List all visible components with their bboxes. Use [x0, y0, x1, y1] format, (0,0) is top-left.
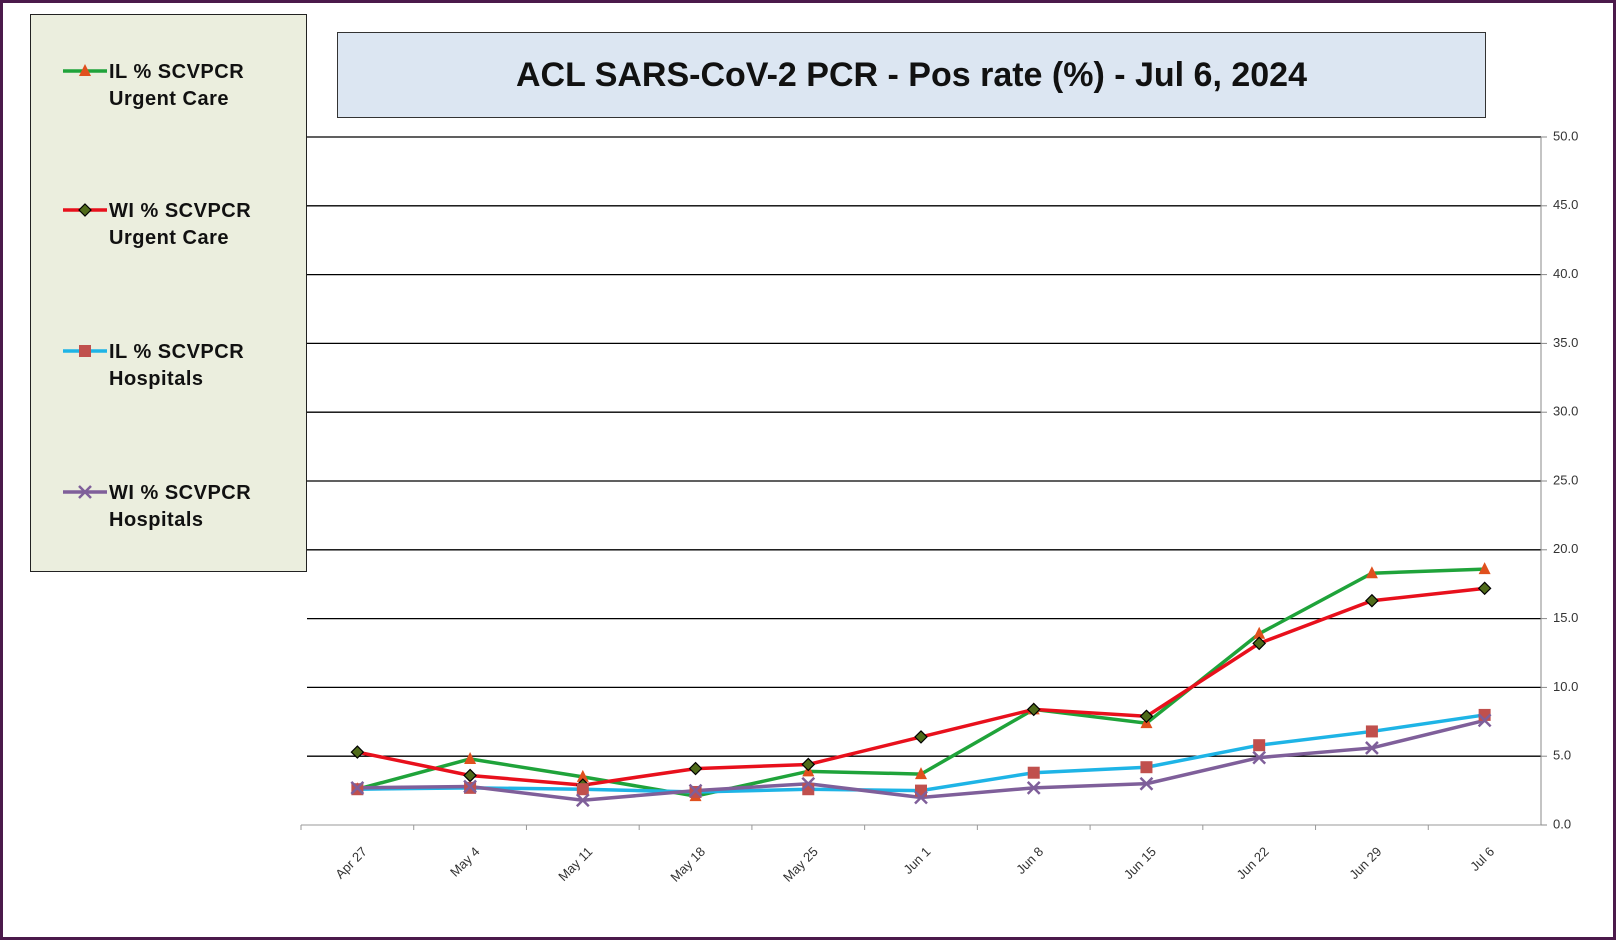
data-point — [688, 761, 703, 776]
data-point — [463, 779, 477, 794]
legend-label: WI % SCVPCR Urgent Care — [109, 200, 252, 249]
legend-swatch — [63, 64, 107, 76]
data-point — [1477, 581, 1492, 596]
data-point — [914, 790, 928, 805]
x-tick-label: May 25 — [780, 844, 821, 885]
data-point — [464, 751, 477, 764]
y-tick-label: 50.0 — [1553, 128, 1578, 143]
data-point — [350, 745, 365, 759]
data-point — [1365, 593, 1379, 608]
data-point — [914, 730, 928, 744]
data-point — [576, 783, 589, 796]
data-point — [1253, 626, 1266, 639]
y-tick-label: 10.0 — [1553, 679, 1578, 694]
data-point — [801, 757, 816, 772]
data-point — [801, 776, 816, 791]
legend-swatch — [63, 203, 107, 217]
data-point — [1365, 566, 1378, 579]
y-tick-label: 40.0 — [1553, 266, 1578, 281]
legend-marker — [79, 64, 91, 76]
legend-label: IL % SCVPCR Hospitals — [109, 341, 245, 390]
x-tick-label: May 11 — [555, 844, 595, 884]
y-tick-label: 35.0 — [1553, 335, 1578, 350]
data-point — [1365, 741, 1379, 755]
x-tick-label: May 18 — [667, 844, 708, 885]
data-point — [350, 780, 365, 795]
data-point — [1027, 766, 1040, 779]
legend-swatch — [63, 345, 107, 357]
y-tick-label: 15.0 — [1553, 610, 1578, 625]
data-point — [1478, 562, 1491, 575]
y-tick-label: 5.0 — [1553, 748, 1571, 763]
legend-entry: IL % SCVPCR Urgent Care — [61, 59, 269, 113]
y-tick-label: 25.0 — [1553, 472, 1578, 487]
data-point — [915, 767, 927, 780]
legend-swatch — [63, 485, 107, 499]
x-tick-label: May 4 — [447, 844, 483, 880]
y-tick-label: 45.0 — [1553, 197, 1578, 212]
data-point — [1139, 776, 1154, 791]
data-point — [1026, 702, 1041, 717]
legend: IL % SCVPCR Urgent Care WI % SCVPCR Urgen… — [30, 14, 307, 572]
x-tick-label: Jun 1 — [900, 844, 933, 877]
data-point — [1252, 750, 1267, 765]
x-tick-label: Jul 6 — [1467, 844, 1497, 874]
legend-entry: WI % SCVPCR Hospitals — [61, 480, 269, 534]
legend-marker — [78, 203, 92, 217]
data-point — [1139, 709, 1154, 724]
data-point — [1140, 761, 1153, 774]
y-tick-label: 0.0 — [1553, 816, 1571, 831]
series-line — [356, 567, 1485, 798]
x-tick-label: Apr 27 — [332, 844, 370, 882]
x-tick-label: Jun 8 — [1013, 844, 1046, 877]
data-point — [575, 793, 590, 808]
x-tick-label: Jun 29 — [1346, 844, 1384, 882]
y-tick-label: 20.0 — [1553, 541, 1578, 556]
legend-marker — [78, 485, 92, 499]
data-point — [1252, 636, 1267, 651]
legend-entry: IL % SCVPCR Hospitals — [61, 339, 269, 393]
data-point — [576, 769, 589, 782]
legend-marker — [79, 345, 91, 357]
data-point — [1026, 780, 1041, 795]
data-point — [688, 783, 703, 798]
chart-title: ACL SARS-CoV-2 PCR - Pos rate (%) - Jul … — [337, 32, 1486, 118]
data-point — [1365, 725, 1378, 738]
legend-label: WI % SCVPCR Hospitals — [109, 482, 252, 531]
x-tick-label: Jun 15 — [1121, 844, 1159, 882]
legend-entry: WI % SCVPCR Urgent Care — [61, 198, 269, 252]
x-tick-label: Jun 22 — [1234, 844, 1272, 882]
legend-label: IL % SCVPCR Urgent Care — [109, 61, 245, 110]
y-tick-label: 30.0 — [1553, 404, 1578, 419]
data-point — [1253, 739, 1266, 752]
data-point — [463, 768, 477, 783]
data-point — [1477, 713, 1492, 728]
